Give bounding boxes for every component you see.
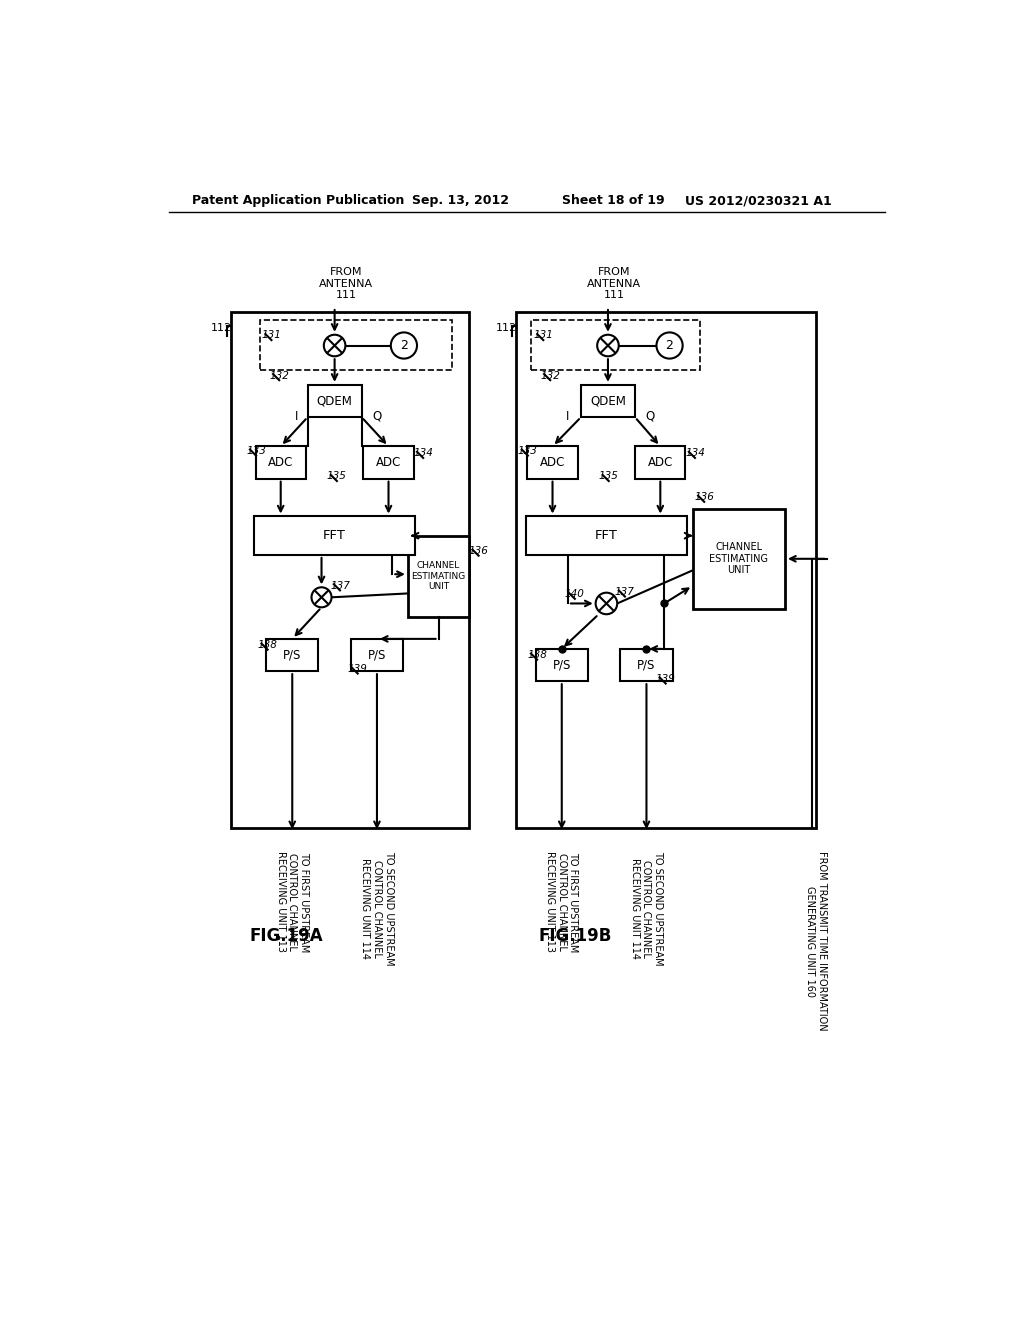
Text: I: I [295, 409, 298, 422]
Circle shape [656, 333, 683, 359]
Text: FFT: FFT [324, 529, 346, 543]
Text: 136: 136 [469, 546, 488, 556]
Text: 135: 135 [599, 471, 618, 482]
Text: CHANNEL
ESTIMATING
UNIT: CHANNEL ESTIMATING UNIT [710, 543, 768, 576]
Text: TO SECOND UPSTREAM
CONTROL CHANNEL
RECEIVING UNIT 114: TO SECOND UPSTREAM CONTROL CHANNEL RECEI… [360, 851, 393, 966]
Text: FIG.19A: FIG.19A [250, 927, 324, 945]
Text: 133: 133 [246, 446, 266, 455]
Text: 2: 2 [666, 339, 674, 352]
Text: FROM: FROM [598, 268, 631, 277]
Text: 132: 132 [269, 371, 289, 380]
Text: 138: 138 [527, 649, 547, 660]
Text: 139: 139 [655, 675, 676, 684]
Text: Patent Application Publication: Patent Application Publication [193, 194, 404, 207]
Text: FROM: FROM [330, 268, 362, 277]
Text: 134: 134 [685, 449, 705, 458]
Text: P/S: P/S [637, 659, 655, 672]
Text: 140: 140 [565, 589, 585, 599]
Text: P/S: P/S [283, 648, 301, 661]
Text: ADC: ADC [647, 455, 673, 469]
Text: Sep. 13, 2012: Sep. 13, 2012 [412, 194, 509, 207]
Bar [531, 321, 700, 370]
Text: 134: 134 [414, 449, 433, 458]
Bar [515, 313, 816, 829]
Text: Sheet 18 of 19: Sheet 18 of 19 [562, 194, 665, 207]
Text: TO FIRST UPSTREAM
CONTROL CHANNEL
RECEIVING UNIT 113: TO FIRST UPSTREAM CONTROL CHANNEL RECEIV… [545, 851, 579, 953]
Bar [536, 649, 588, 681]
Bar [621, 649, 673, 681]
Bar [254, 516, 416, 554]
Text: 137: 137 [615, 587, 635, 597]
Text: 135: 135 [327, 471, 347, 482]
Text: US 2012/0230321 A1: US 2012/0230321 A1 [685, 194, 831, 207]
Text: 138: 138 [258, 640, 278, 649]
Text: 112: 112 [211, 323, 232, 333]
Bar [527, 446, 578, 479]
Text: ANTENNA: ANTENNA [587, 279, 641, 289]
Text: FIG.19B: FIG.19B [539, 927, 612, 945]
Text: TO SECOND UPSTREAM
CONTROL CHANNEL
RECEIVING UNIT 114: TO SECOND UPSTREAM CONTROL CHANNEL RECEI… [630, 851, 664, 966]
Bar [266, 639, 318, 671]
Bar [230, 313, 469, 829]
Text: FROM TRANSMIT TIME INFORMATION
GENERATING UNIT 160: FROM TRANSMIT TIME INFORMATION GENERATIN… [805, 851, 826, 1031]
Text: TO FIRST UPSTREAM
CONTROL CHANNEL
RECEIVING UNIT 113: TO FIRST UPSTREAM CONTROL CHANNEL RECEIV… [275, 851, 309, 953]
Text: FFT: FFT [595, 529, 617, 543]
Text: ADC: ADC [376, 455, 401, 469]
Text: Q: Q [645, 409, 654, 422]
Text: I: I [566, 409, 569, 422]
Text: 137: 137 [330, 581, 350, 591]
Text: ANTENNA: ANTENNA [319, 279, 373, 289]
Text: Q: Q [373, 409, 382, 422]
Bar [692, 508, 785, 609]
Text: 136: 136 [694, 492, 714, 502]
Bar [364, 446, 414, 479]
Text: 131: 131 [534, 330, 553, 341]
Text: 133: 133 [518, 446, 538, 455]
Circle shape [391, 333, 417, 359]
Bar [408, 536, 469, 616]
Text: ADC: ADC [268, 455, 294, 469]
Text: P/S: P/S [553, 659, 571, 672]
Bar [525, 516, 687, 554]
Text: 111: 111 [336, 290, 356, 301]
Bar [351, 639, 403, 671]
Text: ADC: ADC [540, 455, 565, 469]
Text: P/S: P/S [368, 648, 386, 661]
Text: CHANNEL
ESTIMATING
UNIT: CHANNEL ESTIMATING UNIT [412, 561, 466, 591]
Circle shape [324, 335, 345, 356]
Text: 139: 139 [348, 664, 368, 675]
Text: QDEM: QDEM [590, 395, 626, 408]
Text: 132: 132 [541, 371, 560, 380]
Text: 112: 112 [496, 323, 517, 333]
Bar [307, 385, 361, 417]
Text: 111: 111 [603, 290, 625, 301]
Bar [635, 446, 685, 479]
Bar [256, 446, 306, 479]
Circle shape [311, 587, 332, 607]
Text: 131: 131 [261, 330, 282, 341]
Text: 2: 2 [400, 339, 408, 352]
Text: QDEM: QDEM [316, 395, 352, 408]
Circle shape [596, 593, 617, 614]
Bar [260, 321, 453, 370]
Bar [581, 385, 635, 417]
Circle shape [597, 335, 618, 356]
